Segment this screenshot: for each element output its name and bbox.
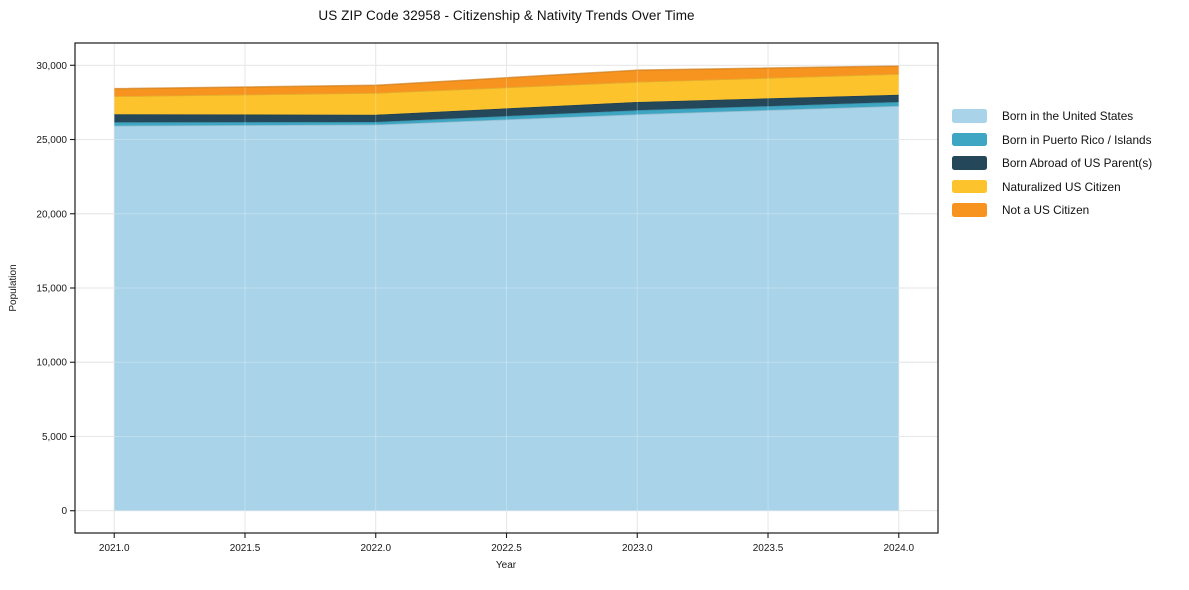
legend-label: Born in Puerto Rico / Islands <box>1002 132 1152 147</box>
y-axis-label: Population <box>8 264 19 311</box>
legend-label: Born Abroad of US Parent(s) <box>1002 156 1153 170</box>
x-tick-label: 2021.0 <box>99 543 130 554</box>
legend-swatch-puerto-rico <box>952 132 987 147</box>
x-tick-label: 2024.0 <box>883 543 914 554</box>
chart-title: US ZIP Code 32958 - Citizenship & Nativi… <box>318 8 695 23</box>
legend-swatch-born-abroad <box>952 156 987 170</box>
area-not-a-us-citizen <box>114 65 899 97</box>
legend-item: Born in Puerto Rico / Islands <box>952 133 1152 147</box>
y-tick-label: 0 <box>61 506 67 517</box>
legend-item: Born Abroad of US Parent(s) <box>952 156 1152 170</box>
legend-item: Born in the United States <box>952 109 1152 123</box>
area-born-in-puerto-rico-islands <box>114 102 899 126</box>
x-axis-label: Year <box>496 560 517 571</box>
legend-item: Not a US Citizen <box>952 203 1152 217</box>
y-tick-label: 30,000 <box>36 61 67 72</box>
legend: Born in the United States Born in Puerto… <box>952 109 1152 217</box>
y-tick-label: 20,000 <box>36 209 67 220</box>
x-tick-label: 2022.5 <box>491 543 522 554</box>
gridlines-overlay <box>75 43 938 533</box>
legend-swatch-naturalized <box>952 179 987 194</box>
area-naturalized-us-citizen <box>114 73 899 115</box>
x-tick-label: 2023.5 <box>753 543 784 554</box>
legend-swatch-not-citizen <box>952 203 987 217</box>
y-tick-label: 5,000 <box>42 432 67 443</box>
legend-label: Born in the United States <box>1002 109 1134 123</box>
legend-swatch-born-in-us <box>952 109 987 123</box>
x-tick-label: 2022.0 <box>360 543 391 554</box>
y-tick-label: 25,000 <box>36 135 67 146</box>
area-born-in-the-united-states <box>114 105 899 511</box>
legend-label: Not a US Citizen <box>1002 203 1090 217</box>
legend-label: Naturalized US Citizen <box>1002 179 1121 194</box>
x-tick-label: 2021.5 <box>230 543 261 554</box>
x-tick-label: 2023.0 <box>622 543 653 554</box>
legend-item: Naturalized US Citizen <box>952 180 1152 194</box>
area-edge-not-a-us-citizen <box>114 65 899 90</box>
area-layers <box>114 65 899 511</box>
y-tick-label: 10,000 <box>36 358 67 369</box>
axis-ticks: 0 5,000 10,000 15,000 20,000 25,000 30,000 2021… <box>36 61 914 554</box>
y-tick-label: 15,000 <box>36 284 67 295</box>
